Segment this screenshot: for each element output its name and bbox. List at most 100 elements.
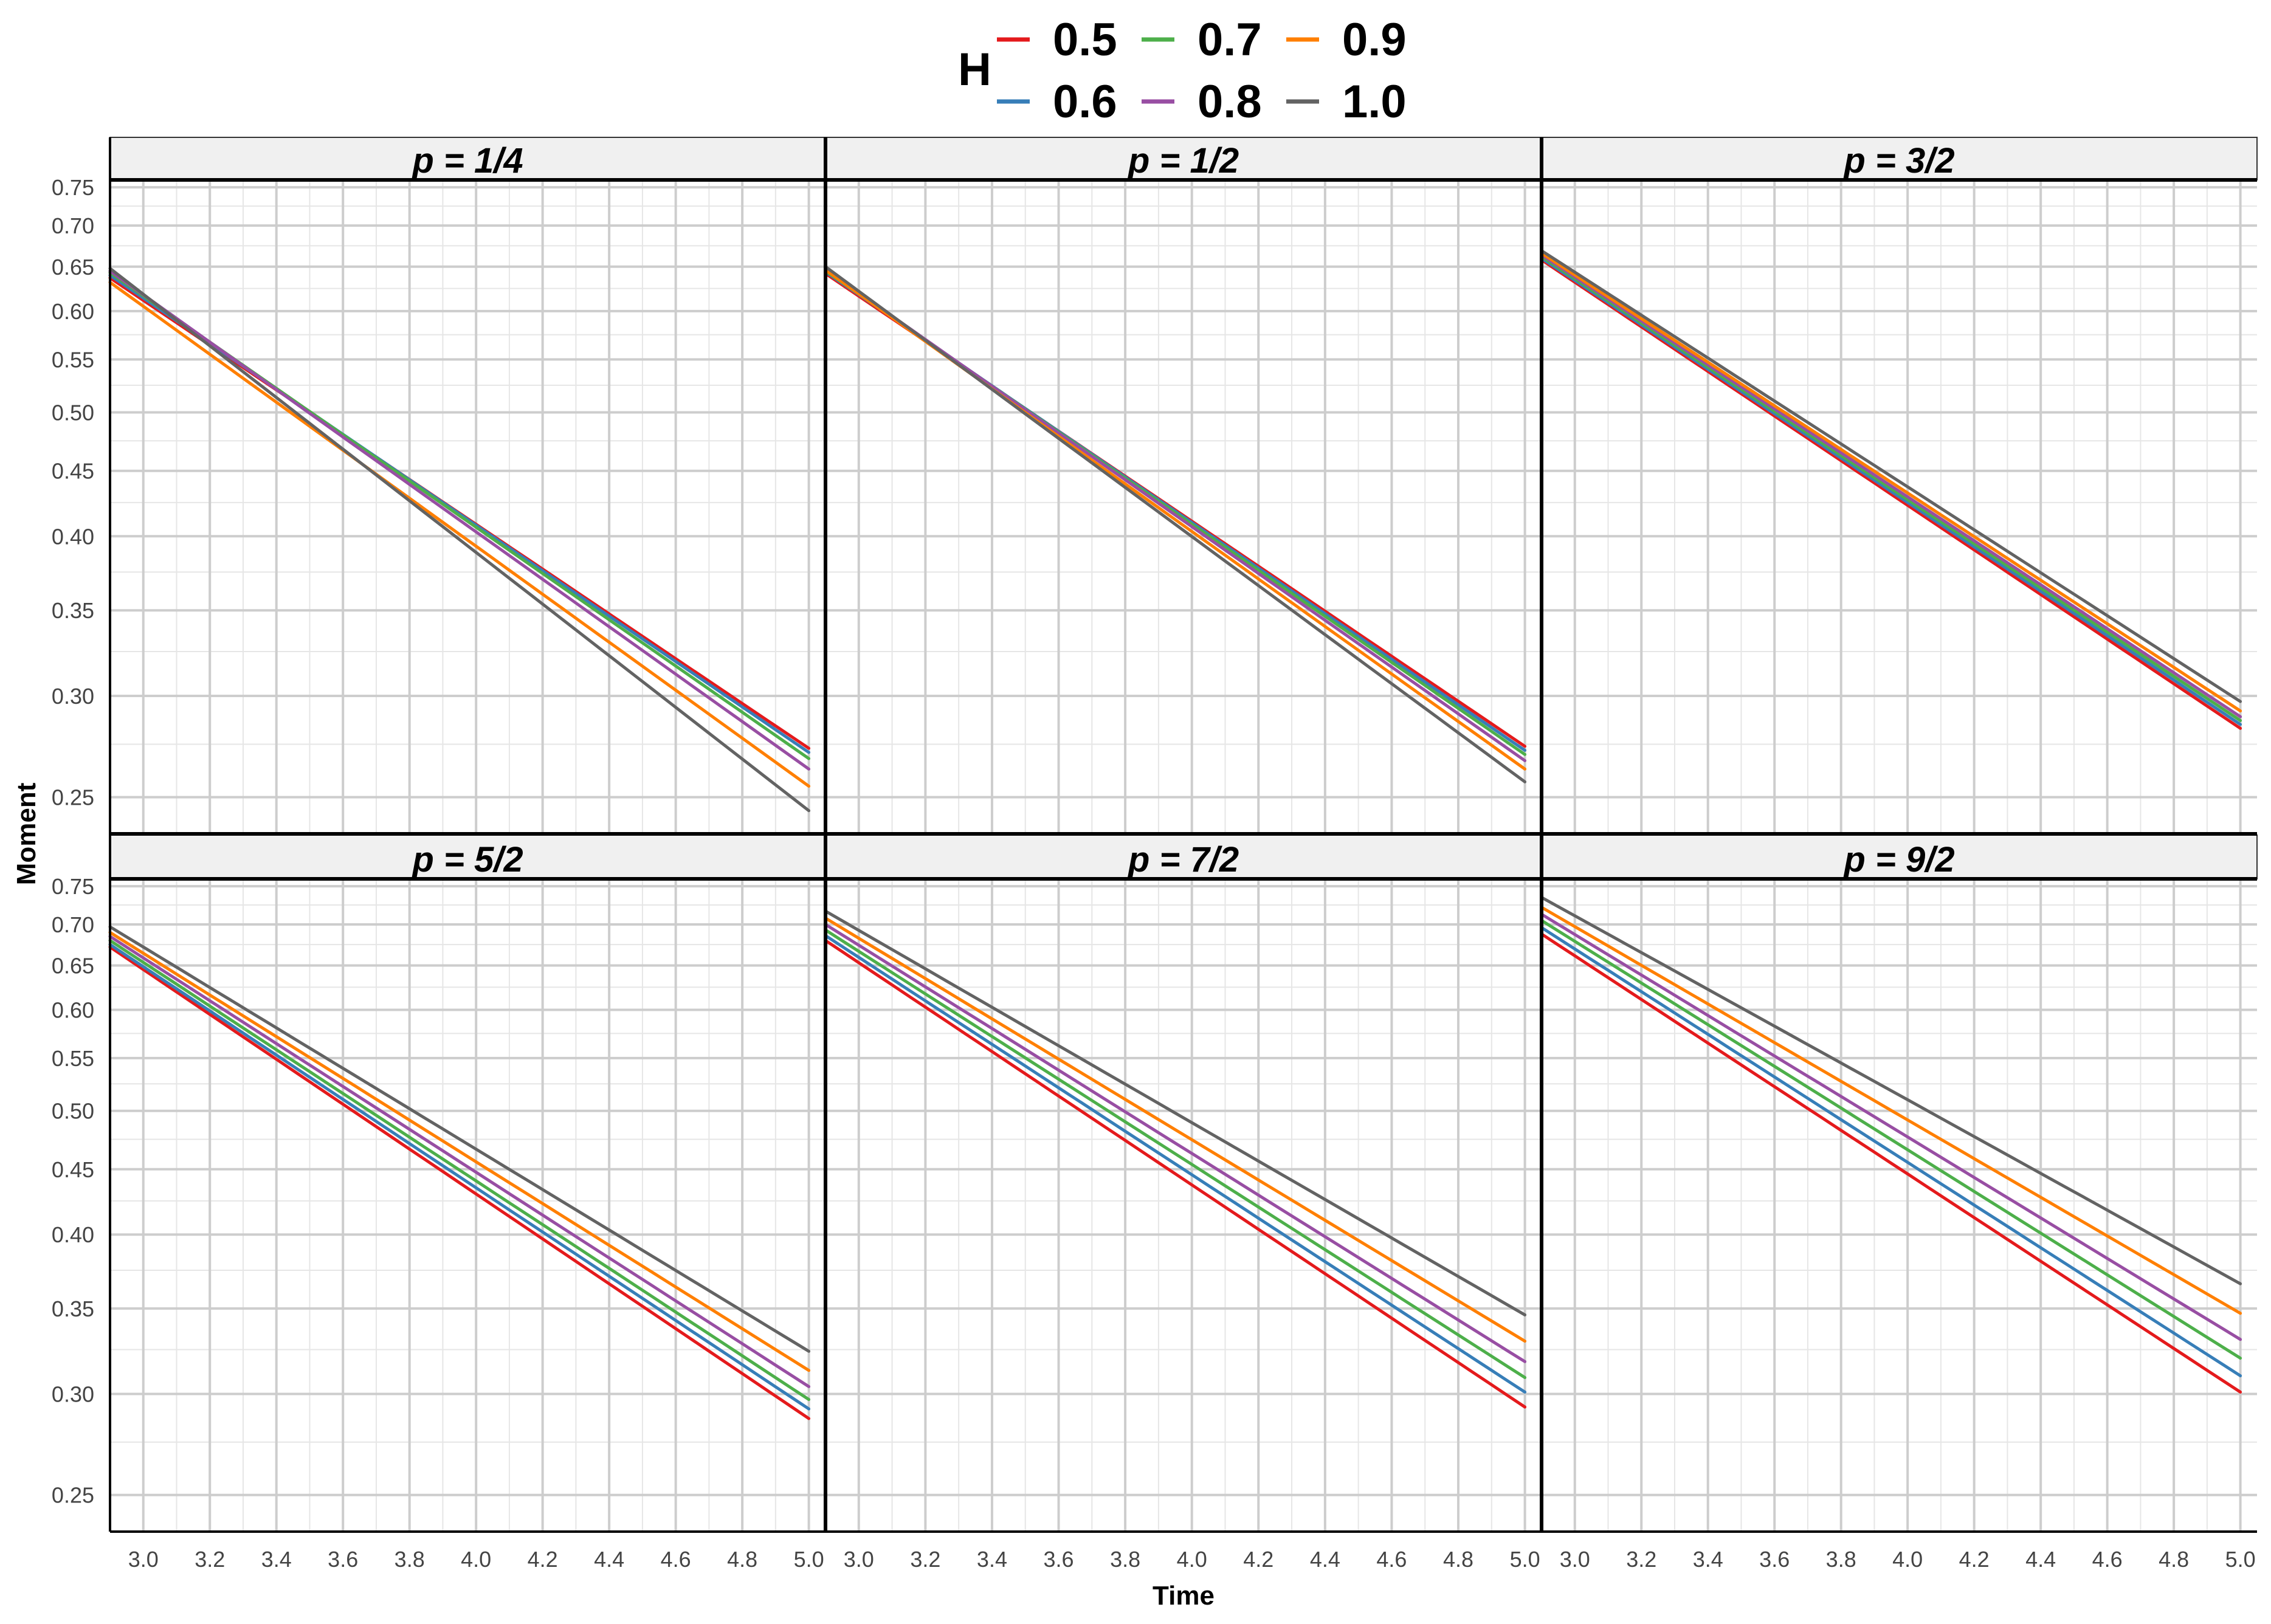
x-tick-label: 3.6 xyxy=(1759,1547,1790,1572)
x-tick-label: 4.8 xyxy=(727,1547,757,1572)
x-tick-label: 3.6 xyxy=(1044,1547,1074,1572)
x-tick-label: 4.8 xyxy=(1443,1547,1473,1572)
x-tick-label: 5.0 xyxy=(1510,1547,1540,1572)
y-tick-label: 0.70 xyxy=(52,213,94,238)
y-tick-label: 0.55 xyxy=(52,1046,94,1071)
x-tick-label: 3.0 xyxy=(844,1547,874,1572)
x-tick-label: 4.2 xyxy=(1959,1547,1990,1572)
y-tick-label: 0.50 xyxy=(52,400,94,425)
x-tick-label: 4.0 xyxy=(461,1547,491,1572)
series-line-h0.5 xyxy=(1540,258,2242,730)
legend-label: 0.9 xyxy=(1342,14,1407,66)
x-tick-label: 3.2 xyxy=(1626,1547,1656,1572)
y-tick-label: 0.25 xyxy=(52,1483,94,1508)
facet-title: p = 9/2 xyxy=(1842,840,1954,879)
series-line-h1.0 xyxy=(1540,249,2242,703)
legend-item: 0.5 xyxy=(997,14,1117,66)
series-line-h0.9 xyxy=(108,931,811,1372)
facet-strip xyxy=(1541,137,2258,181)
series-line-h0.7 xyxy=(1540,919,2242,1360)
series-line-h0.6 xyxy=(824,934,1527,1394)
panel-3 xyxy=(1542,180,2257,834)
x-tick-label: 3.2 xyxy=(195,1547,225,1572)
x-tick-label: 3.8 xyxy=(1826,1547,1856,1572)
frame-layer xyxy=(109,137,2258,1533)
x-tick-label: 4.4 xyxy=(2025,1547,2056,1572)
facet-title: p = 1/2 xyxy=(1127,141,1239,181)
legend-item: 0.9 xyxy=(1286,14,1407,66)
x-tick-label: 3.0 xyxy=(128,1547,159,1572)
x-tick-label: 4.6 xyxy=(2092,1547,2123,1572)
y-tick-label: 0.30 xyxy=(52,1381,94,1406)
series-line-h0.5 xyxy=(824,938,1527,1409)
y-tick-label: 0.75 xyxy=(52,874,94,899)
legend-label: 0.6 xyxy=(1053,76,1117,128)
series-line-h0.8 xyxy=(824,923,1527,1363)
x-tick-label: 3.0 xyxy=(1560,1547,1590,1572)
legend: H 0.5 0.6 0.7 0.8 0.9 1.0 xyxy=(958,14,1407,128)
y-tick-label: 0.75 xyxy=(52,175,94,200)
x-tick-label: 3.8 xyxy=(1110,1547,1140,1572)
facet-strip xyxy=(109,137,826,181)
panel-6 xyxy=(1542,879,2257,1532)
label-layer: p = 1/4 0.25 0.30 0.35 0.40 0.45 0.50 0.55 0.60 0… xyxy=(12,14,2256,1611)
y-tick-label: 0.65 xyxy=(52,255,94,280)
facet-title: p = 7/2 xyxy=(1127,840,1239,879)
y-tick-label: 0.60 xyxy=(52,998,94,1023)
x-tick-label: 4.8 xyxy=(2159,1547,2189,1572)
legend-item: 1.0 xyxy=(1286,76,1407,128)
series-line-h0.5 xyxy=(108,945,811,1420)
series-line-h0.9 xyxy=(1540,252,2242,713)
series-line-h0.7 xyxy=(1540,255,2242,722)
series-line-h0.7 xyxy=(824,928,1527,1379)
x-tick-label: 4.4 xyxy=(594,1547,624,1572)
y-tick-label: 0.40 xyxy=(52,1222,94,1247)
y-tick-label: 0.45 xyxy=(52,459,94,484)
x-tick-label: 3.8 xyxy=(395,1547,425,1572)
y-axis-title: Moment xyxy=(12,782,41,885)
y-tick-label: 0.25 xyxy=(52,785,94,810)
x-axis-title: Time xyxy=(1153,1581,1215,1611)
y-tick-label: 0.40 xyxy=(52,524,94,549)
series-layer xyxy=(108,249,2242,1420)
panel-2 xyxy=(825,180,1542,834)
x-tick-label: 3.4 xyxy=(977,1547,1007,1572)
y-tick-label: 0.45 xyxy=(52,1157,94,1182)
facet-title: p = 3/2 xyxy=(1842,141,1954,181)
x-tick-label: 3.4 xyxy=(261,1547,292,1572)
y-tick-label: 0.30 xyxy=(52,684,94,709)
series-line-h0.9 xyxy=(824,917,1527,1343)
x-tick-label: 4.2 xyxy=(528,1547,558,1572)
series-line-h0.8 xyxy=(1540,912,2242,1341)
legend-item: 0.8 xyxy=(1142,76,1262,128)
legend-label: 1.0 xyxy=(1342,76,1407,128)
series-line-h0.8 xyxy=(1540,253,2242,718)
legend-item: 0.7 xyxy=(1142,14,1262,66)
series-line-h0.6 xyxy=(1540,926,2242,1378)
legend-label: 0.7 xyxy=(1198,14,1262,66)
series-line-h1.0 xyxy=(824,909,1527,1316)
y-tick-label: 0.35 xyxy=(52,1296,94,1321)
series-line-h1.0 xyxy=(108,925,811,1353)
x-tick-label: 5.0 xyxy=(794,1547,824,1572)
x-tick-label: 5.0 xyxy=(2225,1547,2256,1572)
x-tick-label: 3.4 xyxy=(1693,1547,1723,1572)
series-line-h1.0 xyxy=(1540,896,2242,1285)
x-tick-label: 3.6 xyxy=(328,1547,358,1572)
series-line-h0.9 xyxy=(1540,906,2242,1315)
x-tick-label: 4.6 xyxy=(661,1547,691,1572)
series-line-h1.0 xyxy=(108,267,811,813)
y-tick-label: 0.60 xyxy=(52,299,94,324)
legend-title: H xyxy=(958,44,991,95)
series-line-h0.7 xyxy=(108,938,811,1402)
series-line-h1.0 xyxy=(824,265,1527,783)
y-tick-label: 0.55 xyxy=(52,347,94,372)
panel-1 xyxy=(110,180,825,834)
facet-strip xyxy=(825,137,1542,181)
series-line-h0.6 xyxy=(1540,256,2242,726)
legend-label: 0.5 xyxy=(1053,14,1117,66)
panel-4 xyxy=(110,879,825,1532)
series-line-h0.9 xyxy=(108,281,811,788)
